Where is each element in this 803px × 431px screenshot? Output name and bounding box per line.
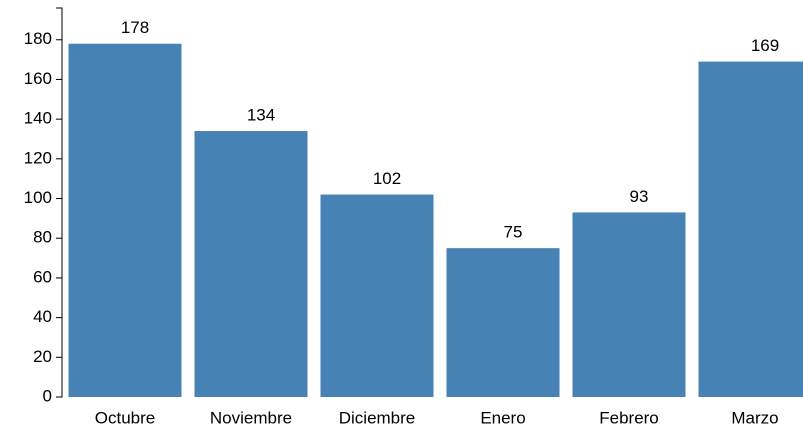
value-label: 93: [630, 187, 649, 206]
x-tick-label: Octubre: [95, 408, 155, 427]
bar: [572, 212, 686, 397]
x-tick-label: Noviembre: [210, 408, 292, 427]
x-tick-label: Enero: [480, 408, 525, 427]
y-tick-label: 20: [33, 347, 52, 366]
y-axis: [56, 7, 63, 398]
y-tick-label: 0: [43, 386, 52, 405]
y-tick-label: 140: [24, 109, 52, 128]
value-label: 134: [247, 106, 275, 125]
x-tick-label: Diciembre: [339, 408, 416, 427]
x-tick-label: Febrero: [599, 408, 659, 427]
y-tick-label: 160: [24, 69, 52, 88]
value-label: 178: [121, 18, 149, 37]
bar: [446, 248, 560, 397]
x-tick-label: Marzo: [731, 408, 778, 427]
bar: [194, 131, 308, 397]
bar: [698, 61, 803, 398]
value-label: 75: [504, 223, 523, 242]
bar: [68, 43, 182, 398]
bar: [320, 194, 434, 397]
y-tick-label: 180: [24, 29, 52, 48]
value-label: 169: [751, 36, 779, 55]
y-tick-label: 60: [33, 267, 52, 286]
y-tick-label: 120: [24, 148, 52, 167]
y-tick-label: 100: [24, 188, 52, 207]
y-tick-label: 40: [33, 307, 52, 326]
value-label: 102: [373, 169, 401, 188]
y-tick-label: 80: [33, 228, 52, 247]
